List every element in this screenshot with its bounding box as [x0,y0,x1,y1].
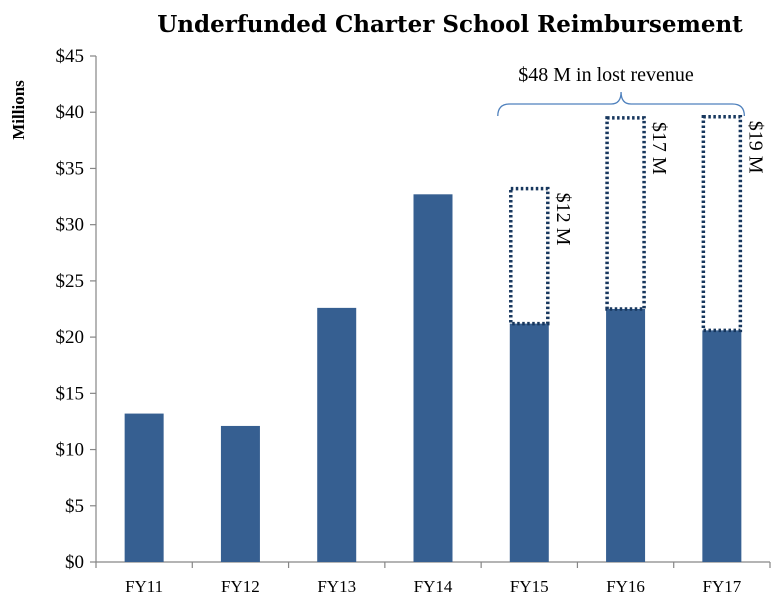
bar [606,309,646,562]
gap-label: $19 M [744,121,766,174]
y-tick-label: $10 [56,440,85,461]
x-tick-label: FY17 [702,577,741,596]
x-tick-label: FY11 [125,577,163,596]
x-tick-label: FY15 [510,577,549,596]
y-tick-label: $25 [56,271,85,292]
gap-label: $12 M [552,193,574,246]
y-axis-label: Millions [9,80,28,140]
bar [220,425,260,562]
bracket: $48 M in lost revenue [497,64,746,117]
gap-bar [509,186,550,326]
gap-bars: $12 M $17 M $19 M [509,114,766,333]
bar [124,413,164,562]
y-tick-label: $5 [65,496,84,517]
x-tick-label: FY16 [606,577,645,596]
y-tick-label: $30 [56,215,85,236]
x-tick-label: FY12 [221,577,260,596]
x-tick-label: FY13 [317,577,356,596]
y-tick-label: $15 [56,383,85,404]
bar [509,323,549,562]
gap-bar [605,116,646,311]
chart-title: Underfunded Charter School Reimbursement [157,11,743,38]
gap-label: $17 M [648,122,670,175]
y-ticks: $0 $5 $10 $15 $20 $25 $30 $35 $40 $45 [56,46,96,573]
bracket-shape [497,91,746,117]
y-tick-label: $40 [56,102,85,123]
y-tick-label: $20 [56,327,85,348]
x-tick-label: FY14 [414,577,453,596]
y-tick-label: $35 [56,158,85,179]
gap-bar [701,114,743,333]
bar [317,307,357,562]
bar [702,330,742,562]
bracket-label: $48 M in lost revenue [518,64,694,86]
y-tick-label: $0 [65,552,84,573]
bar [413,194,453,562]
bars [124,194,742,562]
y-tick-label: $45 [56,46,85,67]
x-ticks: FY11 FY12 FY13 FY14 FY15 FY16 FY17 [95,562,771,596]
